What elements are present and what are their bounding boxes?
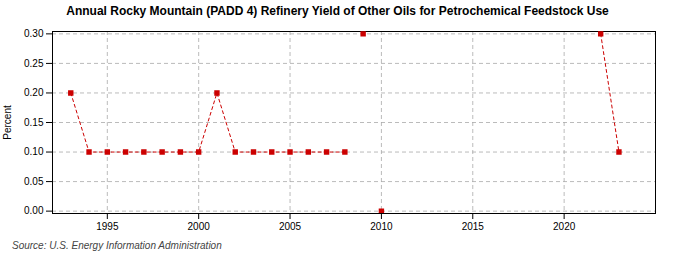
svg-text:2015: 2015: [462, 221, 485, 232]
svg-text:1995: 1995: [96, 221, 119, 232]
svg-text:2005: 2005: [279, 221, 302, 232]
svg-text:2000: 2000: [188, 221, 211, 232]
svg-text:Percent: Percent: [2, 105, 13, 140]
svg-text:0.00: 0.00: [24, 205, 44, 216]
svg-text:0.20: 0.20: [24, 87, 44, 98]
html-text:Source: U.S. Energy Informatio: Source: U.S. Energy Information Administ…: [12, 240, 222, 251]
svg-text:0.25: 0.25: [24, 58, 44, 69]
svg-text:0.05: 0.05: [24, 176, 44, 187]
svg-text:2020: 2020: [553, 221, 576, 232]
svg-text:0.10: 0.10: [24, 146, 44, 157]
svg-text:0.15: 0.15: [24, 117, 44, 128]
svg-text:2010: 2010: [370, 221, 393, 232]
html-text:Annual Rocky Mountain (PADD 4): Annual Rocky Mountain (PADD 4) Refinery …: [66, 4, 609, 18]
svg-text:0.30: 0.30: [24, 28, 44, 39]
